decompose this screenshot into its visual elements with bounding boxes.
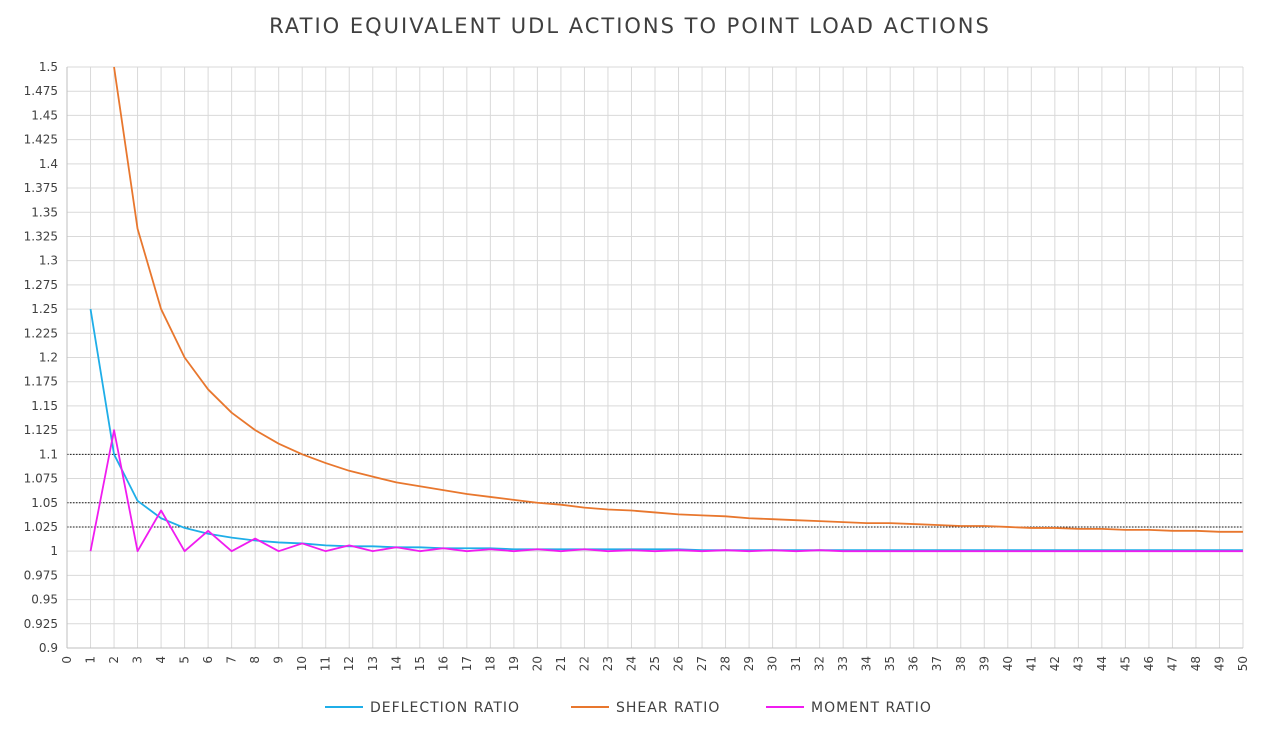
y-tick-label: 1.325 bbox=[24, 229, 58, 243]
x-tick-label: 36 bbox=[907, 656, 921, 671]
x-tick-label: 45 bbox=[1118, 656, 1132, 671]
x-tick-label: 32 bbox=[813, 656, 827, 671]
x-tick-label: 2 bbox=[107, 656, 121, 664]
x-tick-label: 50 bbox=[1236, 656, 1250, 671]
x-tick-label: 10 bbox=[295, 656, 309, 671]
axes: 0 1 2 3 4 5 6 7 8 9 10 11 12 13 14 15 16 17 18 19 20 21 22 23 24… bbox=[24, 60, 1250, 671]
x-tick-label: 37 bbox=[930, 656, 944, 671]
y-tick-label: 1.1 bbox=[39, 447, 58, 461]
y-tick-label: 1.375 bbox=[24, 181, 58, 195]
chart-title: RATIO EQUIVALENT UDL ACTIONS TO POINT LO… bbox=[269, 14, 991, 38]
series-lines bbox=[89, 66, 1243, 553]
y-tick-label: 1.125 bbox=[24, 423, 58, 437]
x-tick-label: 35 bbox=[883, 656, 897, 671]
x-tick-label: 22 bbox=[577, 656, 591, 671]
y-tick-label: 1.075 bbox=[24, 472, 58, 486]
y-tick-label: 1.425 bbox=[24, 133, 58, 147]
x-tick-label: 23 bbox=[601, 656, 615, 671]
x-tick-label: 14 bbox=[389, 656, 403, 671]
legend: DEFLECTION RATIO SHEAR RATIO MOMENT RATIO bbox=[325, 700, 932, 716]
y-tick-label: 1.175 bbox=[24, 375, 58, 389]
x-tick-label: 49 bbox=[1212, 656, 1226, 671]
x-tick-label: 27 bbox=[695, 656, 709, 671]
series-deflection-ratio-line bbox=[89, 308, 1243, 552]
series-moment-ratio-line bbox=[89, 429, 1243, 553]
x-tick-label: 43 bbox=[1071, 656, 1085, 671]
x-tick-label: 8 bbox=[248, 656, 262, 664]
x-tick-label: 33 bbox=[836, 656, 850, 671]
x-tick-label: 5 bbox=[178, 656, 192, 664]
y-tick-label: 1.15 bbox=[31, 399, 58, 413]
x-tick-label: 3 bbox=[131, 656, 145, 664]
x-tick-label: 17 bbox=[460, 656, 474, 671]
y-tick-label: 1.225 bbox=[24, 326, 58, 340]
legend-label-moment-ratio: MOMENT RATIO bbox=[811, 700, 932, 716]
x-tick-label: 24 bbox=[624, 656, 638, 671]
x-tick-label: 48 bbox=[1189, 656, 1203, 671]
x-tick-label: 11 bbox=[319, 656, 333, 671]
x-tick-label: 6 bbox=[201, 656, 215, 664]
y-tick-label: 1.2 bbox=[39, 351, 58, 365]
x-tick-label: 28 bbox=[719, 656, 733, 671]
x-tick-label: 12 bbox=[342, 656, 356, 671]
x-tick-label: 15 bbox=[413, 656, 427, 671]
y-tick-label: 1.275 bbox=[24, 278, 58, 292]
x-tick-label: 19 bbox=[507, 656, 521, 671]
x-tick-label: 46 bbox=[1142, 656, 1156, 671]
x-tick-label: 29 bbox=[742, 656, 756, 671]
legend-label-deflection-ratio: DEFLECTION RATIO bbox=[370, 700, 520, 716]
x-tick-label: 44 bbox=[1095, 656, 1109, 671]
x-tick-label: 18 bbox=[483, 656, 497, 671]
legend-label-shear-ratio: SHEAR RATIO bbox=[616, 700, 720, 716]
x-tick-label: 39 bbox=[977, 656, 991, 671]
y-tick-label: 1.025 bbox=[24, 520, 58, 534]
y-tick-label: 0.925 bbox=[24, 617, 58, 631]
y-tick-label: 1.5 bbox=[39, 60, 58, 74]
y-tick-label: 1.3 bbox=[39, 254, 58, 268]
x-tick-label: 41 bbox=[1024, 656, 1038, 671]
y-tick-label: 1.4 bbox=[39, 157, 58, 171]
y-tick-label: 0.95 bbox=[31, 593, 58, 607]
y-tick-label: 0.975 bbox=[24, 568, 58, 582]
x-tick-label: 1 bbox=[84, 656, 98, 664]
x-tick-label: 13 bbox=[366, 656, 380, 671]
x-tick-label: 30 bbox=[766, 656, 780, 671]
x-tick-label: 31 bbox=[789, 656, 803, 671]
x-tick-label: 16 bbox=[436, 656, 450, 671]
x-tick-label: 47 bbox=[1165, 656, 1179, 671]
x-tick-label: 40 bbox=[1001, 656, 1015, 671]
x-tick-label: 4 bbox=[154, 656, 168, 664]
x-tick-label: 26 bbox=[672, 656, 686, 671]
series-shear-ratio-line bbox=[113, 66, 1243, 533]
y-tick-label: 1 bbox=[50, 544, 58, 558]
y-tick-label: 1.05 bbox=[31, 496, 58, 510]
y-tick-label: 1.35 bbox=[31, 205, 58, 219]
y-tick-label: 1.45 bbox=[31, 108, 58, 122]
y-tick-label: 1.475 bbox=[24, 84, 58, 98]
x-tick-label: 38 bbox=[954, 656, 968, 671]
x-tick-label: 25 bbox=[648, 656, 662, 671]
x-tick-label: 34 bbox=[860, 656, 874, 671]
y-tick-label: 1.25 bbox=[31, 302, 58, 316]
x-tick-label: 0 bbox=[60, 656, 74, 664]
y-tick-label: 0.9 bbox=[39, 641, 58, 655]
grid bbox=[67, 66, 1244, 648]
x-tick-label: 21 bbox=[554, 656, 568, 671]
x-tick-label: 7 bbox=[225, 656, 239, 664]
x-tick-label: 42 bbox=[1048, 656, 1062, 671]
x-tick-label: 20 bbox=[530, 656, 544, 671]
x-tick-label: 9 bbox=[272, 656, 286, 664]
reference-lines bbox=[67, 453, 1243, 528]
